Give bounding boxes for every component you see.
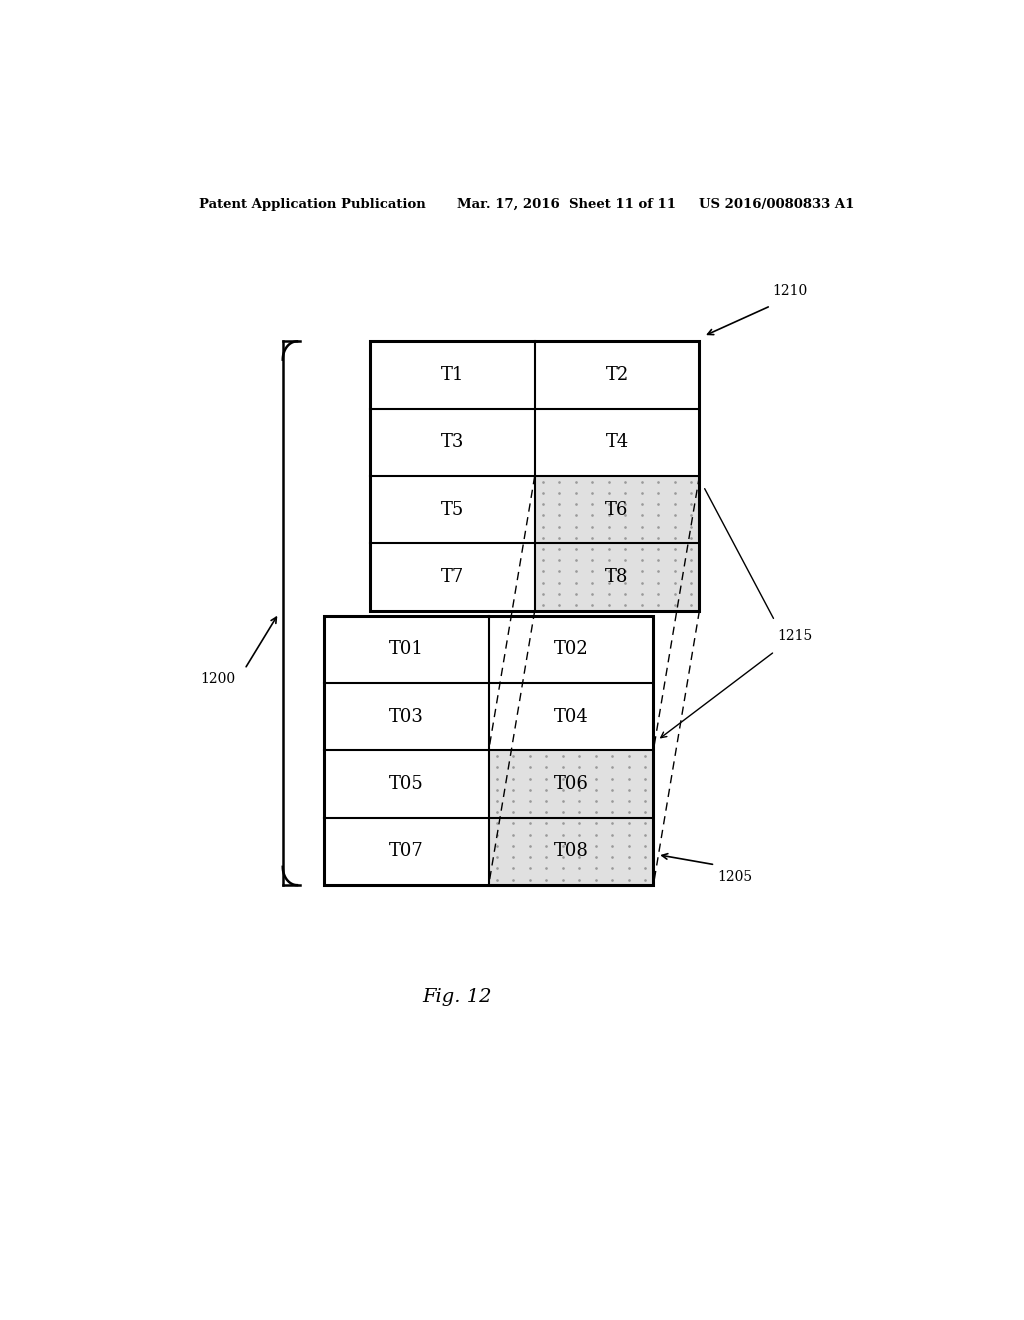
Bar <box>324 818 488 886</box>
Bar <box>370 544 535 611</box>
Text: T1: T1 <box>440 366 464 384</box>
Bar <box>370 342 535 409</box>
Text: T5: T5 <box>440 500 464 519</box>
Bar <box>370 409 535 477</box>
Bar <box>488 615 653 684</box>
Bar <box>324 615 488 684</box>
Text: T6: T6 <box>605 500 629 519</box>
Text: T08: T08 <box>554 842 589 861</box>
Bar <box>370 477 535 544</box>
Text: US 2016/0080833 A1: US 2016/0080833 A1 <box>699 198 855 211</box>
Text: T07: T07 <box>389 842 424 861</box>
Bar <box>488 684 653 751</box>
Text: T01: T01 <box>389 640 424 659</box>
Bar <box>535 477 699 544</box>
Bar <box>324 615 653 886</box>
Bar <box>370 342 699 611</box>
Text: T02: T02 <box>554 640 589 659</box>
Bar <box>535 409 699 477</box>
Text: 1205: 1205 <box>717 870 752 884</box>
Text: T3: T3 <box>440 433 464 451</box>
Bar <box>535 342 699 409</box>
Text: Patent Application Publication: Patent Application Publication <box>200 198 426 211</box>
Text: T2: T2 <box>605 366 629 384</box>
Text: T4: T4 <box>605 433 629 451</box>
Text: Fig. 12: Fig. 12 <box>423 987 493 1006</box>
Text: T06: T06 <box>554 775 589 793</box>
Bar <box>535 544 699 611</box>
Text: Mar. 17, 2016  Sheet 11 of 11: Mar. 17, 2016 Sheet 11 of 11 <box>458 198 676 211</box>
Text: T8: T8 <box>605 568 629 586</box>
Text: 1200: 1200 <box>200 672 236 686</box>
Bar <box>488 818 653 886</box>
Text: T04: T04 <box>554 708 589 726</box>
Text: 1215: 1215 <box>777 630 812 643</box>
Bar <box>488 751 653 818</box>
Text: T7: T7 <box>440 568 464 586</box>
Bar <box>324 751 488 818</box>
Text: T05: T05 <box>389 775 424 793</box>
Text: 1210: 1210 <box>772 284 808 297</box>
Text: T03: T03 <box>389 708 424 726</box>
Bar <box>324 684 488 751</box>
